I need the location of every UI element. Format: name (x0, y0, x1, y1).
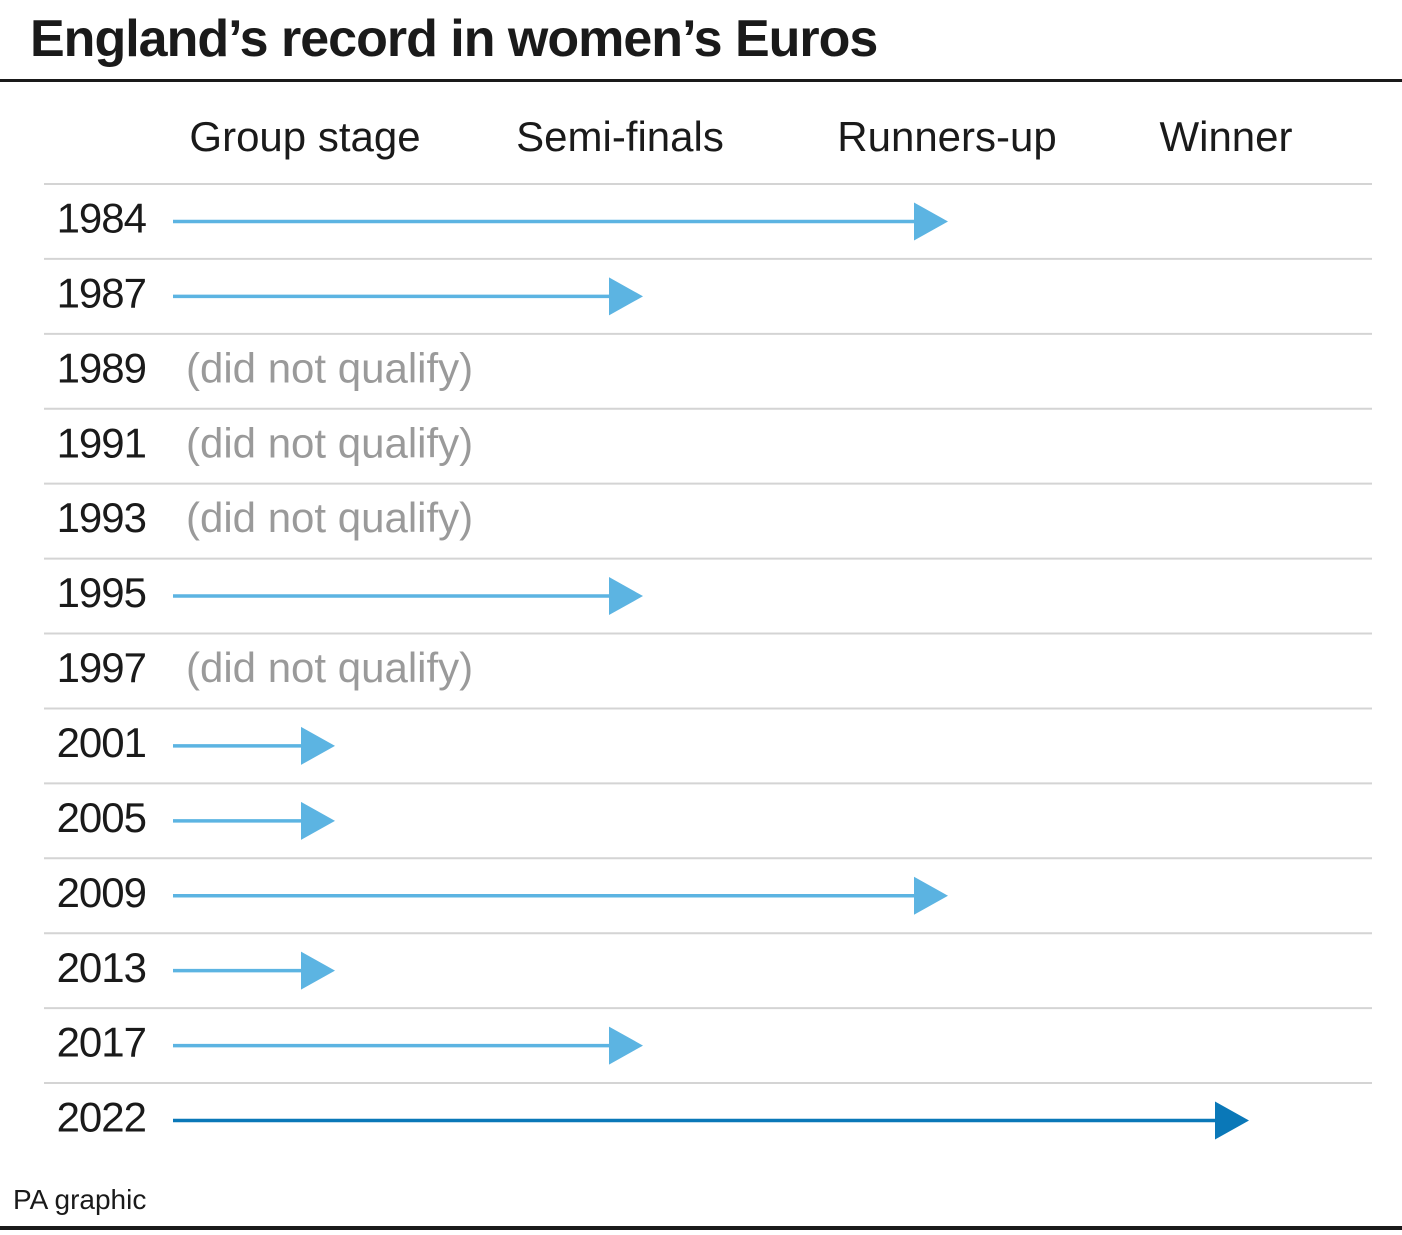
arrow-head-2013 (301, 951, 335, 990)
year-label-1984: 1984 (57, 195, 147, 242)
stage-header-winner: Winner (1159, 113, 1292, 160)
arrow-head-2022 (1215, 1101, 1249, 1140)
stage-header-runners-up: Runners-up (837, 113, 1056, 160)
year-label-2017: 2017 (57, 1019, 146, 1066)
dnq-label-1993: (did not qualify) (186, 494, 473, 541)
year-label-1989: 1989 (57, 344, 146, 391)
arrow-head-2009 (914, 876, 948, 915)
arrow-head-2001 (301, 726, 335, 765)
dnq-label-1991: (did not qualify) (186, 419, 473, 466)
arrow-head-1995 (609, 577, 643, 616)
arrow-head-1984 (914, 202, 948, 241)
chart-title: England’s record in women’s Euros (30, 10, 878, 68)
arrow-head-1987 (609, 277, 643, 316)
top-rule (0, 79, 1402, 82)
stage-header-semi-finals: Semi-finals (516, 113, 724, 160)
year-label-2009: 2009 (57, 869, 146, 916)
year-label-1995: 1995 (57, 569, 146, 616)
year-label-2001: 2001 (57, 719, 146, 766)
arrow-head-2005 (301, 801, 335, 840)
source-credit: PA graphic (13, 1184, 147, 1215)
year-label-2022: 2022 (57, 1094, 146, 1141)
arrow-head-2017 (609, 1026, 643, 1065)
dnq-label-1989: (did not qualify) (186, 344, 473, 391)
bottom-rule (0, 1226, 1402, 1230)
year-label-1991: 1991 (57, 419, 146, 466)
year-label-2013: 2013 (57, 944, 146, 991)
chart: Group stage Semi-finals Runners-up Winner 19… (44, 113, 1372, 1141)
year-label-1997: 1997 (57, 644, 146, 691)
dnq-label-1997: (did not qualify) (186, 644, 473, 691)
year-label-1993: 1993 (57, 494, 146, 541)
year-label-2005: 2005 (57, 794, 146, 841)
year-label-1987: 1987 (57, 269, 146, 316)
stage-header-group-stage: Group stage (189, 113, 420, 160)
